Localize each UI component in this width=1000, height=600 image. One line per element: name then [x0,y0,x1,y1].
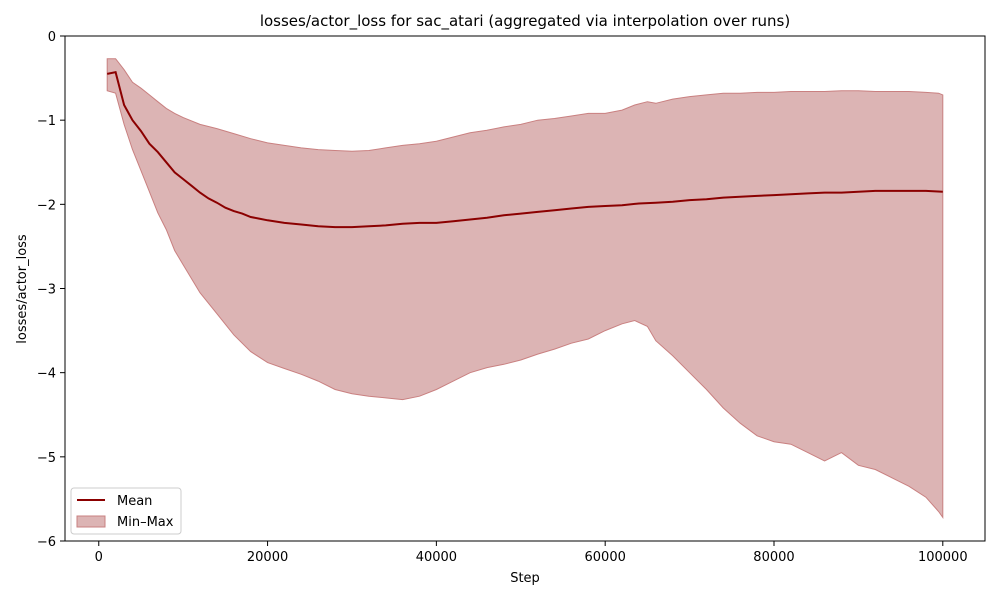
y-tick-label: −2 [37,198,56,213]
y-tick-label: −3 [37,283,56,298]
y-tick-label: 0 [48,30,56,45]
y-axis-label: losses/actor_loss [15,234,30,344]
x-tick-label: 100000 [918,550,968,565]
x-axis-label: Step [510,571,540,586]
y-tick-label: −5 [37,451,56,466]
chart-title: losses/actor_loss for sac_atari (aggrega… [260,12,790,31]
x-tick-label: 0 [95,550,103,565]
legend-band-swatch [76,515,106,528]
x-tick-label: 40000 [416,550,457,565]
x-tick-label: 20000 [247,550,288,565]
x-tick-label: 60000 [585,550,626,565]
legend: Mean Min–Max [70,487,182,535]
y-tick-label: −6 [37,535,56,550]
legend-mean-label: Mean [117,494,152,509]
mean-line [107,71,943,229]
y-tick-label: −1 [37,114,56,129]
x-axis-ticks: 0 20000 40000 60000 80000 100000 [95,541,968,565]
x-tick-label: 80000 [753,550,794,565]
y-tick-label: −4 [37,367,56,382]
y-axis-ticks: 0 −1 −2 −3 −4 −5 −6 [37,30,65,550]
mean-line-layer [107,71,943,229]
minmax-band [106,58,944,519]
minmax-band-layer [106,58,944,519]
legend-band-label: Min–Max [117,515,174,530]
